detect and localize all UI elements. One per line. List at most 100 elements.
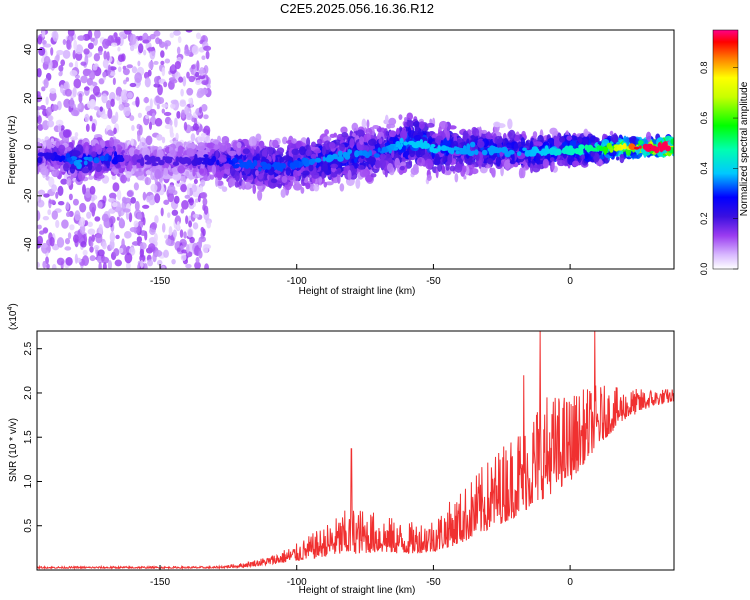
- spectrogram-cell: [169, 32, 175, 39]
- spectrogram-cell: [418, 121, 425, 130]
- spectrogram-cell: [91, 234, 96, 242]
- spectrogram-cell: [185, 263, 192, 269]
- spectrogram-cell: [610, 134, 619, 143]
- spectrogram-cell: [118, 103, 125, 111]
- spectrogram-cell: [215, 177, 219, 187]
- spectrogram-cell: [126, 92, 133, 99]
- spectrogram-cell: [188, 203, 195, 210]
- spectrogram-cell: [449, 165, 456, 172]
- spectrogram-cell: [261, 149, 268, 158]
- spectrogram-cell: [46, 106, 52, 116]
- spectrogram-cell: [182, 75, 187, 87]
- spectrogram-cell: [203, 45, 212, 52]
- spectrogram-cell: [143, 49, 147, 56]
- spectrogram-cell: [126, 176, 131, 182]
- spectrogram-cell: [112, 182, 120, 192]
- spectrogram-cell: [139, 242, 147, 250]
- spectrogram-cell: [426, 122, 435, 128]
- spectrogram-cell: [341, 132, 349, 138]
- spectrogram-cell: [51, 104, 59, 112]
- spectrogram-cell: [400, 129, 408, 141]
- spectrogram-cell: [84, 113, 90, 123]
- spectrogram-cell: [37, 141, 42, 148]
- spectrogram-cell: [193, 178, 198, 185]
- spectrogram-cell: [117, 46, 121, 52]
- spectrogram-cell: [51, 184, 58, 193]
- spectrogram-cell: [389, 136, 394, 142]
- spectrogram-cell: [195, 256, 200, 264]
- spectrogram-cell: [68, 193, 73, 201]
- spectrogram-cell: [41, 30, 46, 38]
- spectrogram-cell: [349, 138, 355, 149]
- spectrogram-cell: [218, 142, 228, 153]
- spectrogram-cell: [80, 75, 88, 84]
- spectrogram-cell: [109, 231, 116, 243]
- spectrogram-cell: [192, 123, 199, 131]
- spectrogram-cell: [321, 171, 325, 180]
- spectrogram-cell: [56, 257, 65, 266]
- spectrogram-cell: [520, 137, 525, 146]
- spectrogram-cell: [101, 93, 108, 104]
- spectrogram-cell: [70, 109, 79, 117]
- spectrogram-cell: [200, 132, 207, 138]
- spectrogram-cell: [55, 119, 64, 127]
- spectrogram-cell: [77, 103, 82, 110]
- spectrogram-cell: [185, 215, 189, 225]
- spectrogram-cell: [52, 30, 59, 42]
- spectrogram-cell: [188, 97, 193, 104]
- spectrogram-cell: [114, 259, 122, 267]
- spectrogram-cell: [167, 192, 175, 203]
- spectrogram-cell: [38, 195, 42, 204]
- spectrogram-cell: [80, 61, 87, 66]
- spectrogram-cell: [49, 236, 55, 247]
- spectrogram-cell: [252, 184, 257, 195]
- spectrogram-cell: [115, 95, 121, 101]
- spectrogram-cell: [191, 45, 199, 55]
- spectrogram-cell: [426, 131, 430, 138]
- spectrogram-cell: [154, 117, 163, 127]
- spectrogram-cell: [169, 131, 175, 138]
- spectrogram-cell: [173, 195, 180, 204]
- spectrogram-cell: [109, 91, 116, 103]
- spectrogram-cell: [199, 184, 204, 194]
- spectrogram-cell: [152, 253, 157, 263]
- spectrogram-cell: [150, 183, 158, 193]
- spectrogram-cell: [65, 201, 70, 211]
- spectrogram-cell: [164, 42, 168, 50]
- spectrogram-cell: [198, 106, 203, 114]
- spectrogram-cell: [194, 261, 201, 269]
- spectrogram-cell: [74, 253, 78, 264]
- spectrogram-cell: [176, 111, 181, 119]
- spectrogram-cell: [272, 153, 276, 163]
- spectrogram-cell: [121, 196, 127, 204]
- spectrogram-cell: [153, 232, 158, 243]
- spectrogram-cell: [408, 160, 413, 166]
- spectrogram-cell: [122, 208, 131, 213]
- spectrogram-cell: [167, 184, 176, 194]
- spectrogram-cell: [364, 174, 374, 183]
- spectrogram-cell: [142, 216, 146, 226]
- spectrogram-cell: [91, 122, 96, 133]
- spectrogram-cell: [65, 211, 71, 218]
- spectrogram-cell: [300, 187, 305, 194]
- spectrogram-cell: [276, 147, 285, 154]
- spectrogram-cell: [176, 46, 181, 55]
- spectrogram-cell: [129, 44, 135, 52]
- spectrogram-cell: [37, 189, 46, 196]
- spectrogram-cell: [87, 228, 96, 235]
- spectrogram-cell: [580, 154, 586, 160]
- spectrogram-cell: [549, 127, 558, 135]
- spectrogram-cell: [134, 72, 143, 84]
- spectrogram-cell: [98, 78, 105, 85]
- spectrogram-cell: [198, 74, 206, 80]
- spectrogram-cell: [57, 185, 64, 196]
- spectrogram-cell: [133, 220, 139, 228]
- spectrogram-cell: [79, 202, 87, 213]
- spectrogram-cell: [59, 84, 64, 94]
- spectrogram-cell: [45, 96, 49, 106]
- spectrogram-cell: [584, 151, 589, 160]
- spectrogram-cell: [194, 198, 199, 203]
- spectrogram-cell: [124, 252, 133, 264]
